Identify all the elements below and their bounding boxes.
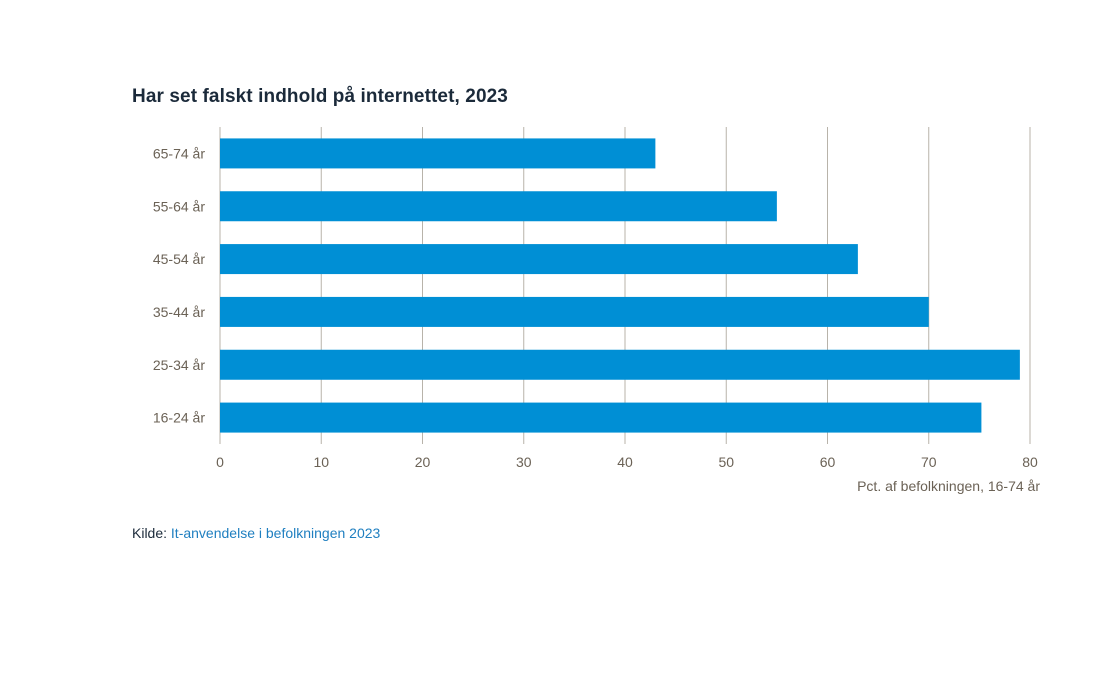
x-tick-label: 70 <box>921 454 937 470</box>
category-label: 16-24 år <box>153 410 205 426</box>
x-tick-label: 40 <box>617 454 633 470</box>
category-labels: 65-74 år 55-64 år 45-54 år 35-44 år 25-34 år… <box>153 145 205 425</box>
x-tick-label: 10 <box>313 454 329 470</box>
bar <box>220 191 777 222</box>
x-axis-title: Pct. af befolkningen, 16-74 år <box>857 478 1040 494</box>
source-link[interactable]: It-anvendelse i befolkningen 2023 <box>170 525 381 541</box>
x-tick-labels: 0 10 20 30 40 50 60 70 80 <box>216 454 1038 470</box>
source-line: Kilde: It-anvendelse i befolkningen 2023 <box>132 525 380 541</box>
x-tick-label: 20 <box>415 454 431 470</box>
category-label: 35-44 år <box>153 304 205 320</box>
chart-title: Har set falskt indhold på internettet, 2… <box>132 86 508 107</box>
source-label: Kilde: <box>132 525 168 541</box>
bar <box>220 402 982 433</box>
gridlines <box>219 127 1031 444</box>
bar <box>220 244 858 275</box>
x-tick-label: 80 <box>1022 454 1038 470</box>
x-tick-label: 0 <box>216 454 224 470</box>
category-label: 55-64 år <box>153 198 205 214</box>
bars <box>220 138 1020 433</box>
category-label: 65-74 år <box>153 145 205 161</box>
bar <box>220 349 1020 380</box>
bar <box>220 138 656 169</box>
category-label: 45-54 år <box>153 251 205 267</box>
category-label: 25-34 år <box>153 357 205 373</box>
x-tick-label: 30 <box>516 454 532 470</box>
x-tick-label: 60 <box>820 454 836 470</box>
bar <box>220 296 929 327</box>
x-tick-label: 50 <box>718 454 734 470</box>
